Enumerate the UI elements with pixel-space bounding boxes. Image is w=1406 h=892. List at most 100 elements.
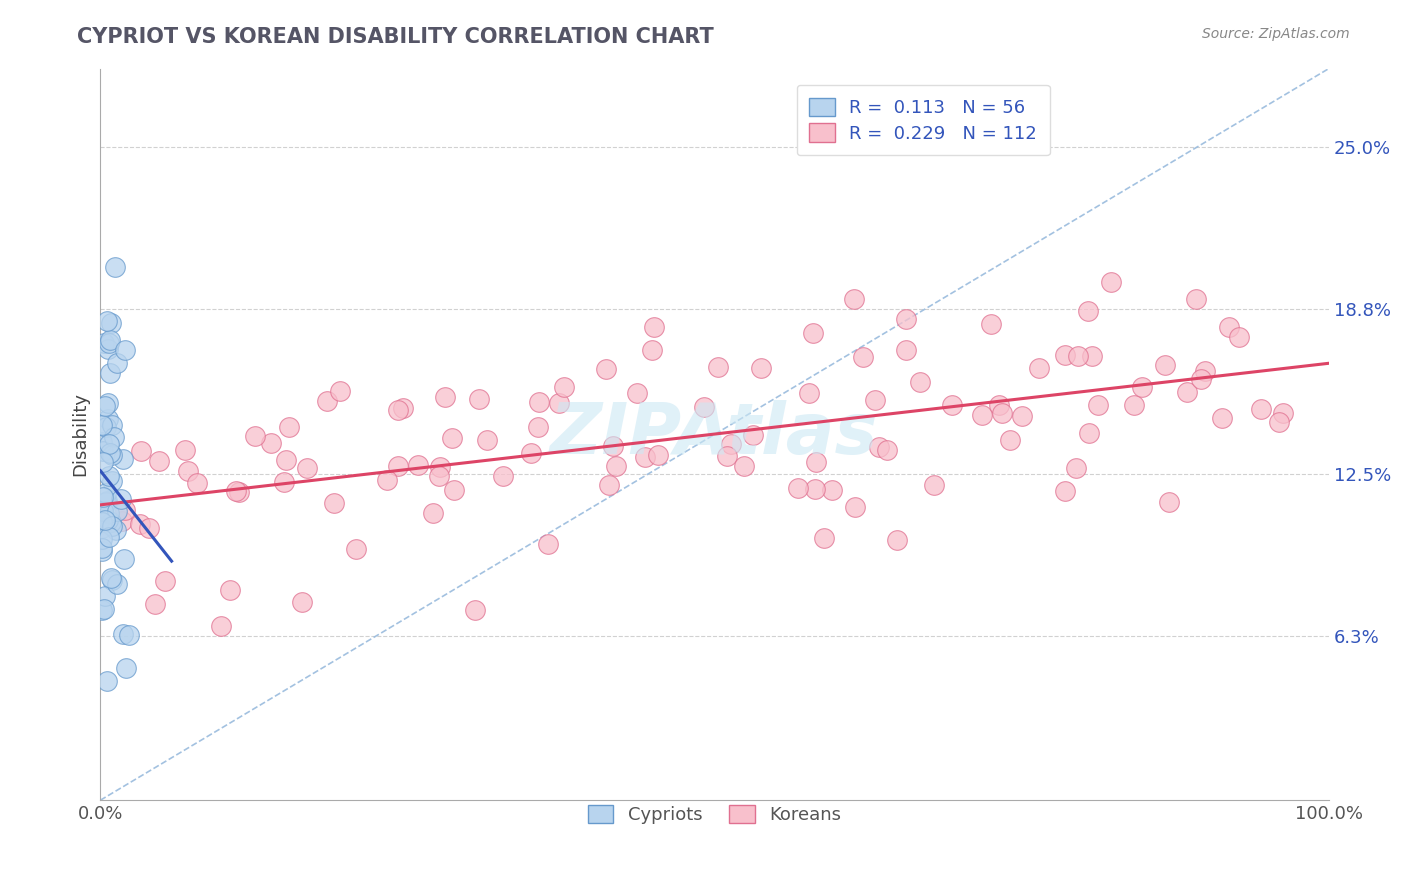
Point (1078, 425, 1101, 440)
Point (1054, 484, 1077, 499)
Point (94, 513, 117, 527)
Point (90, 541, 112, 556)
Point (970, 408, 993, 422)
Point (804, 482, 827, 496)
Point (129, 443, 152, 458)
Point (94, 589, 117, 603)
Point (91, 504, 114, 518)
Point (148, 454, 170, 468)
Point (93, 602, 115, 616)
Point (1267, 415, 1289, 429)
Point (844, 293, 866, 307)
Point (733, 458, 755, 473)
Point (553, 379, 575, 393)
Point (98, 530, 121, 544)
Point (1123, 398, 1146, 412)
Point (96, 674, 118, 689)
Point (97, 412, 120, 426)
Point (1154, 358, 1177, 372)
Point (647, 448, 669, 462)
Point (598, 478, 620, 492)
Point (209, 618, 232, 632)
Point (96, 494, 118, 508)
Point (94, 486, 117, 500)
Point (527, 394, 550, 409)
Point (876, 442, 898, 457)
Point (1272, 406, 1295, 420)
Point (91, 543, 114, 558)
Point (186, 476, 208, 491)
Point (1157, 494, 1180, 508)
Point (100, 571, 122, 585)
Point (844, 500, 866, 514)
Point (643, 320, 665, 334)
Point (387, 403, 409, 417)
Point (228, 485, 250, 500)
Point (323, 495, 346, 509)
Point (101, 573, 124, 587)
Point (868, 441, 890, 455)
Point (595, 362, 617, 376)
Point (295, 461, 318, 475)
Point (114, 343, 136, 358)
Y-axis label: Disability: Disability (72, 392, 89, 476)
Point (801, 326, 824, 340)
Point (519, 445, 541, 459)
Point (225, 484, 247, 499)
Point (813, 531, 835, 545)
Point (129, 517, 152, 532)
Point (117, 628, 139, 642)
Point (492, 469, 515, 483)
Point (1028, 360, 1050, 375)
Point (387, 458, 409, 473)
Point (143, 597, 166, 611)
Point (91, 521, 114, 535)
Point (991, 407, 1014, 421)
Point (278, 419, 301, 434)
Point (104, 260, 127, 275)
Point (98, 506, 121, 520)
Point (749, 361, 772, 376)
Point (707, 359, 730, 374)
Point (90, 417, 112, 432)
Point (315, 393, 337, 408)
Point (548, 396, 571, 410)
Point (273, 475, 295, 489)
Point (741, 428, 763, 442)
Point (97, 513, 120, 527)
Point (1000, 433, 1022, 447)
Point (1194, 363, 1216, 377)
Point (786, 481, 808, 495)
Point (1189, 372, 1212, 386)
Point (115, 661, 138, 675)
Legend: Cypriots, Koreans: Cypriots, Koreans (578, 794, 852, 835)
Point (852, 351, 875, 365)
Point (433, 390, 456, 404)
Point (94, 420, 117, 434)
Text: CYPRIOT VS KOREAN DISABILITY CORRELATION CHART: CYPRIOT VS KOREAN DISABILITY CORRELATION… (77, 27, 714, 46)
Point (626, 385, 648, 400)
Point (96, 314, 118, 328)
Point (98, 436, 121, 450)
Point (111, 451, 134, 466)
Point (97, 342, 120, 356)
Point (797, 386, 820, 401)
Point (1130, 380, 1153, 394)
Point (464, 603, 486, 617)
Point (111, 514, 134, 528)
Point (174, 442, 197, 457)
Point (100, 515, 122, 529)
Point (90, 532, 112, 546)
Point (440, 431, 463, 445)
Point (93, 336, 115, 351)
Point (392, 401, 415, 416)
Point (90, 435, 112, 450)
Point (602, 439, 624, 453)
Point (91, 491, 114, 505)
Point (1081, 349, 1104, 363)
Point (804, 455, 827, 469)
Point (1054, 349, 1077, 363)
Point (1218, 319, 1240, 334)
Point (605, 458, 627, 473)
Point (176, 464, 198, 478)
